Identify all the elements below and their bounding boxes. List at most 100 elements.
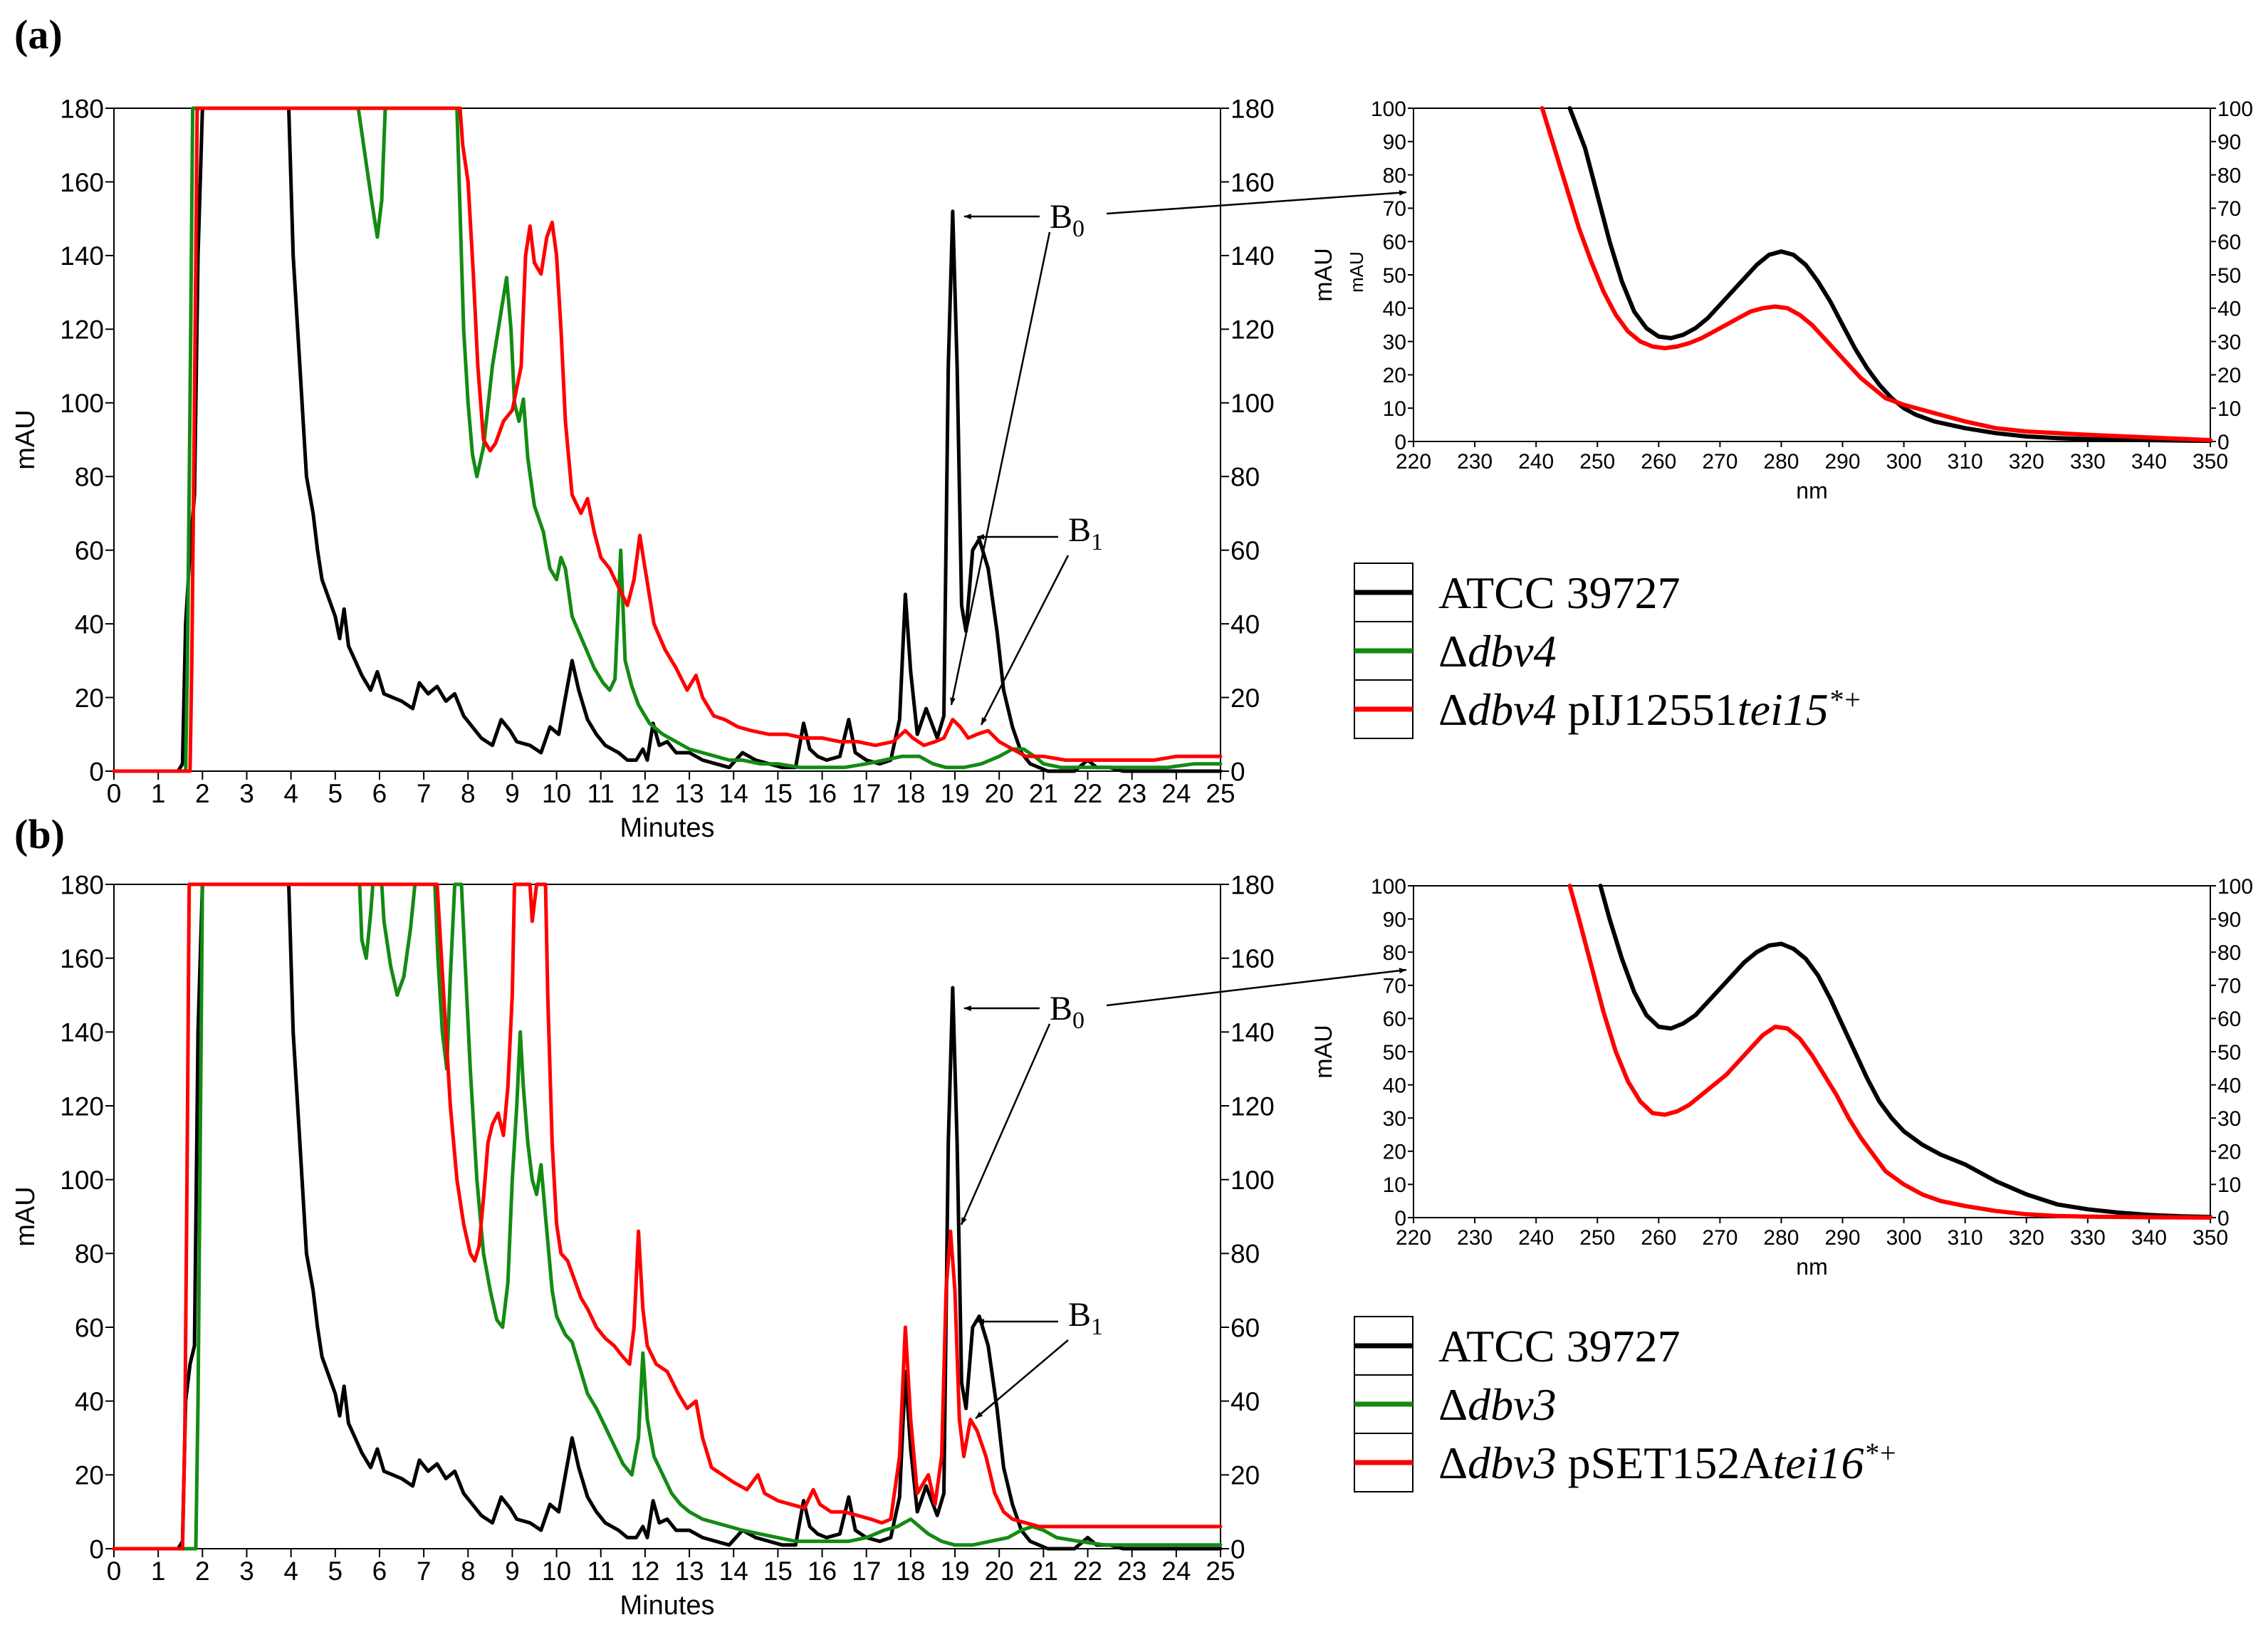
spectrum-xlabel: nm xyxy=(1796,1254,1827,1280)
chromatogram-ytick-label-right: 60 xyxy=(1230,536,1260,565)
chromatogram-xtick-label: 24 xyxy=(1161,1557,1191,1586)
chromatogram-ytick-label-right: 20 xyxy=(1230,1461,1260,1490)
spectrum-ytick-label-right: 40 xyxy=(2217,298,2241,321)
spectrum-xtick-label: 340 xyxy=(2131,1226,2167,1250)
chromatogram-xtick-label: 6 xyxy=(372,779,387,808)
chromatogram-series-1-line xyxy=(112,106,1223,773)
chromatogram-ytick-label-left: 20 xyxy=(75,1461,104,1490)
chromatogram-xtick-label: 10 xyxy=(542,779,571,808)
spectrum-xtick-label: 340 xyxy=(2131,450,2167,474)
spectrum-ytick-label-right: 0 xyxy=(2217,431,2230,454)
chromatogram-xtick-label: 20 xyxy=(985,779,1014,808)
legend-entry-plain: Δ xyxy=(1438,1379,1468,1430)
spectrum-ytick-label-left: 10 xyxy=(1383,397,1406,421)
chromatogram-xtick-label: 18 xyxy=(896,779,925,808)
spectrum-xtick-label: 280 xyxy=(1763,1226,1799,1250)
chromatogram-xtick-label: 12 xyxy=(630,1557,659,1586)
spectrum-xtick-label: 330 xyxy=(2070,450,2106,474)
spectrum-ytick-label-right: 70 xyxy=(2217,975,2241,998)
chromatogram-ytick-label-left: 80 xyxy=(75,1240,104,1269)
chromatogram-xtick-label: 19 xyxy=(940,779,969,808)
chromatogram-ytick-label-left: 160 xyxy=(60,168,104,197)
spectrum-ytick-label-right: 30 xyxy=(2217,330,2241,354)
spectrum-xtick-label: 290 xyxy=(1825,1226,1861,1250)
chromatogram-ytick-label-right: 160 xyxy=(1230,168,1275,197)
chromatogram-ytick-label-right: 40 xyxy=(1230,610,1260,639)
chromatogram-xtick-label: 4 xyxy=(283,1557,298,1586)
spectrum-xtick-label: 240 xyxy=(1518,1226,1554,1250)
chromatogram-xtick-label: 13 xyxy=(675,779,704,808)
chromatogram-xtick-label: 21 xyxy=(1029,1557,1058,1586)
chromatogram-ytick-label-left: 80 xyxy=(75,463,104,492)
chromatogram-series-1-line xyxy=(112,882,1223,1551)
arrow-b0-to-spectrum xyxy=(1106,968,1407,1007)
legend-entry-italic: dbv4 xyxy=(1468,626,1556,676)
chromatogram-xtick-label: 16 xyxy=(808,1557,837,1586)
legend-entry-plain: ATCC 39727 xyxy=(1438,568,1681,618)
legend-entry-plain2: pSET152A xyxy=(1557,1438,1773,1488)
peak-label-b1: B1 xyxy=(1068,1296,1103,1340)
panel-a: (a)0 1 2 3 4 5 6 7 8 9 10 11 12 13 14 15 16 17 18 19 20 21 22 2… xyxy=(11,11,2253,843)
peak-label-b0-letter: B xyxy=(1050,990,1072,1027)
chromatogram-ylabel: mAU xyxy=(11,409,41,469)
chromatogram-xtick-label: 20 xyxy=(985,1557,1014,1586)
spectrum-xtick-label: 300 xyxy=(1886,1226,1922,1250)
spectrum-xtick-label: 320 xyxy=(2009,450,2044,474)
arrow-b1-to-red-peak xyxy=(975,1339,1069,1419)
chromatogram-series-2-line xyxy=(112,106,1223,773)
legend-entry-plain: Δ xyxy=(1438,1438,1468,1488)
panel-label: (b) xyxy=(14,811,65,857)
chromatogram-xtick-label: 8 xyxy=(461,779,476,808)
spectrum-ytick-label-left: 60 xyxy=(1383,231,1406,254)
legend-entry-italic: dbv3 xyxy=(1468,1379,1556,1430)
chromatogram-ytick-label-left: 40 xyxy=(75,610,104,639)
spectrum-xtick-label: 350 xyxy=(2193,1226,2228,1250)
spectrum-series-0-line xyxy=(1598,884,2212,1220)
chromatogram-xtick-label: 1 xyxy=(151,1557,166,1586)
chromatogram-ytick-label-left: 0 xyxy=(89,757,104,786)
spectrum-xtick-label: 250 xyxy=(1579,450,1615,474)
chromatogram-xtick-label: 9 xyxy=(505,779,520,808)
legend-entry-italic2: tei15 xyxy=(1737,684,1829,735)
spectrum-ytick-label-left: 30 xyxy=(1383,330,1406,354)
chromatogram-ytick-label-right: 20 xyxy=(1230,684,1260,713)
legend-entry-plain: Δ xyxy=(1438,626,1468,676)
spectrum-ytick-label-left: 80 xyxy=(1383,164,1406,187)
legend-entry-sup: *+ xyxy=(1864,1437,1898,1469)
chromatogram-xtick-label: 4 xyxy=(283,779,298,808)
chromatogram-xtick-label: 0 xyxy=(107,1557,122,1586)
spectrum-xtick-label: 300 xyxy=(1886,450,1922,474)
spectrum-ytick-label-left: 100 xyxy=(1371,875,1406,899)
chromatogram-xtick-label: 12 xyxy=(630,779,659,808)
peak-label-b0: B0 xyxy=(1050,198,1085,242)
chromatogram-xlabel: Minutes xyxy=(620,1591,714,1621)
chromatogram-ytick-label-left: 140 xyxy=(60,1018,104,1047)
chromatogram-ytick-label-right: 100 xyxy=(1230,389,1275,418)
chromatogram-xtick-label: 3 xyxy=(239,779,254,808)
chromatogram-xtick-label: 6 xyxy=(372,1557,387,1586)
spectrum-ytick-label-right: 70 xyxy=(2217,197,2241,221)
spectrum-ytick-label-right: 80 xyxy=(2217,941,2241,965)
chromatogram-ytick-label-right: 120 xyxy=(1230,315,1275,345)
spectrum-chart: 220 230 240 250 260 270 280 290 300 310 320 330 340 3… xyxy=(1310,875,2253,1280)
spectrum-ytick-label-right: 60 xyxy=(2217,1008,2241,1031)
peak-label-b1-subscript: 1 xyxy=(1091,1314,1103,1340)
spectrum-ytick-label-right: 100 xyxy=(2217,875,2253,899)
spectrum-xtick-label: 250 xyxy=(1579,1226,1615,1250)
spectrum-xtick-label: 270 xyxy=(1702,450,1737,474)
legend-entry-italic: dbv3 xyxy=(1468,1438,1556,1488)
chromatogram-ytick-label-left: 180 xyxy=(60,870,104,899)
chromatogram-xtick-label: 2 xyxy=(195,1557,210,1586)
legend-entry-plain: ATCC 39727 xyxy=(1438,1321,1681,1371)
chromatogram-xtick-label: 14 xyxy=(719,1557,748,1586)
chromatogram-xtick-label: 25 xyxy=(1206,779,1235,808)
spectrum-xtick-label: 290 xyxy=(1825,450,1861,474)
peak-label-b0: B0 xyxy=(1050,990,1085,1034)
spectrum-ytick-label-right: 90 xyxy=(2217,131,2241,155)
spectrum-ytick-label-left: 60 xyxy=(1383,1008,1406,1031)
chromatogram-ytick-label-left: 120 xyxy=(60,315,104,345)
chromatogram-xtick-label: 22 xyxy=(1073,779,1102,808)
legend-entry-italic: dbv4 xyxy=(1468,684,1556,735)
